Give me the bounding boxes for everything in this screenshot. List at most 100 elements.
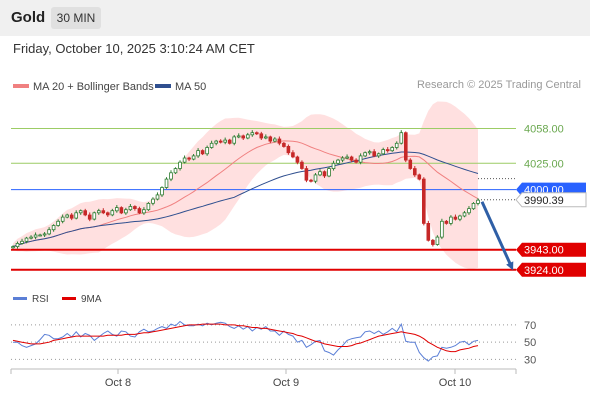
candle-body (435, 236, 440, 245)
candle-body (83, 210, 88, 216)
top-bar: Gold 30 MIN (0, 0, 590, 36)
price-label-layer: 4058.004025.004000.003943.003924.003990.… (515, 123, 587, 277)
candle-body (155, 194, 160, 200)
resistance-label: 4058.00 (524, 123, 564, 135)
candle-body (462, 212, 467, 217)
main-legend: MA 20 + Bollinger Bands MA 50 (13, 81, 206, 93)
candles-layer (11, 130, 480, 249)
rsi-tick-label: 70 (524, 320, 536, 332)
legend-swatch-9ma (62, 297, 76, 300)
candle-body (349, 156, 354, 161)
candle-body (137, 208, 142, 214)
candle-body (358, 155, 363, 163)
candle-body (286, 145, 291, 154)
candle-body (467, 208, 471, 214)
candle-body (390, 147, 394, 152)
candle-body (151, 198, 155, 204)
candle-body (471, 202, 476, 210)
candle-body (191, 155, 196, 160)
candle-body (187, 157, 191, 160)
candle-body (250, 132, 255, 136)
candle-body (115, 207, 119, 212)
support-badge (516, 242, 586, 257)
candle-body (408, 159, 413, 169)
candle-body (164, 178, 169, 188)
candle-body (74, 212, 79, 219)
moving-average-layer (12, 140, 479, 248)
candle-body (87, 214, 92, 220)
candle-body (363, 152, 367, 157)
candle-body (97, 210, 101, 214)
candle-body (403, 132, 408, 161)
legend-swatch-ma50 (155, 84, 171, 88)
forecast-arrow-head (506, 261, 514, 271)
legend-label-rsi: RSI (32, 294, 49, 305)
candle-body (426, 222, 431, 241)
candle-body (376, 153, 381, 157)
time-axis-label: Oct 9 (273, 377, 299, 389)
candle-body (394, 142, 399, 148)
candle-body (241, 135, 246, 139)
candle-body (263, 136, 268, 139)
last-price-badge (515, 192, 587, 208)
candle-body (223, 139, 228, 143)
candle-body (173, 168, 178, 174)
rsi-ma-line (12, 323, 479, 353)
candle-body (119, 207, 124, 214)
candle-body (218, 140, 223, 143)
candle-body (421, 178, 426, 224)
candle-body (381, 149, 385, 155)
candle-body (399, 132, 404, 144)
timeframe-button[interactable]: 30 MIN (51, 7, 101, 29)
rsi-line (13, 320, 479, 362)
candle-body (101, 210, 106, 214)
candle-body (24, 237, 29, 242)
rsi-panel: 70 50 30 (11, 320, 536, 366)
chart-datetime: Friday, October 10, 2025 3:10:24 AM CET (13, 41, 255, 56)
candle-body (304, 168, 309, 181)
research-credit: Research © 2025 Trading Central (416, 79, 581, 91)
candle-body (354, 159, 358, 163)
candle-body (318, 171, 322, 176)
candle-body (444, 220, 449, 224)
candle-body (106, 212, 110, 216)
candle-body (300, 161, 304, 169)
candle-body (449, 216, 453, 224)
candle-body (227, 139, 232, 144)
candle-body (15, 242, 20, 247)
candle-body (146, 202, 151, 211)
forecast-arrow-shaft (480, 201, 513, 267)
candle-body (51, 225, 56, 231)
candle-body (160, 187, 164, 196)
candle-body (142, 209, 146, 214)
candle-body (42, 233, 47, 236)
legend-label-ma20: MA 20 + Bollinger Bands (33, 81, 154, 93)
candle-body (327, 168, 331, 177)
candle-body (431, 239, 435, 245)
candle-body (291, 152, 295, 158)
candle-body (295, 156, 300, 163)
candle-body (133, 206, 137, 209)
candle-body (272, 138, 277, 142)
candle-body (345, 156, 349, 159)
candle-body (60, 216, 65, 222)
candle-body (340, 157, 345, 161)
legend-swatch-ma20 (13, 84, 29, 88)
candle-body (92, 212, 97, 220)
last-price-label: 3990.39 (524, 195, 564, 207)
time-axis: Oct 8 Oct 9 Oct 10 (10, 368, 517, 389)
candle-body (236, 135, 241, 138)
candle-body (309, 179, 313, 182)
candle-body (372, 151, 376, 157)
candle-body (322, 171, 327, 177)
candle-body (78, 210, 83, 214)
candle-body (128, 206, 133, 211)
candle-body (29, 236, 33, 239)
support-label: 3943.00 (524, 245, 564, 257)
candle-body (277, 138, 282, 144)
support-badge (516, 262, 586, 277)
candle-body (254, 132, 259, 135)
candle-body (47, 229, 51, 235)
